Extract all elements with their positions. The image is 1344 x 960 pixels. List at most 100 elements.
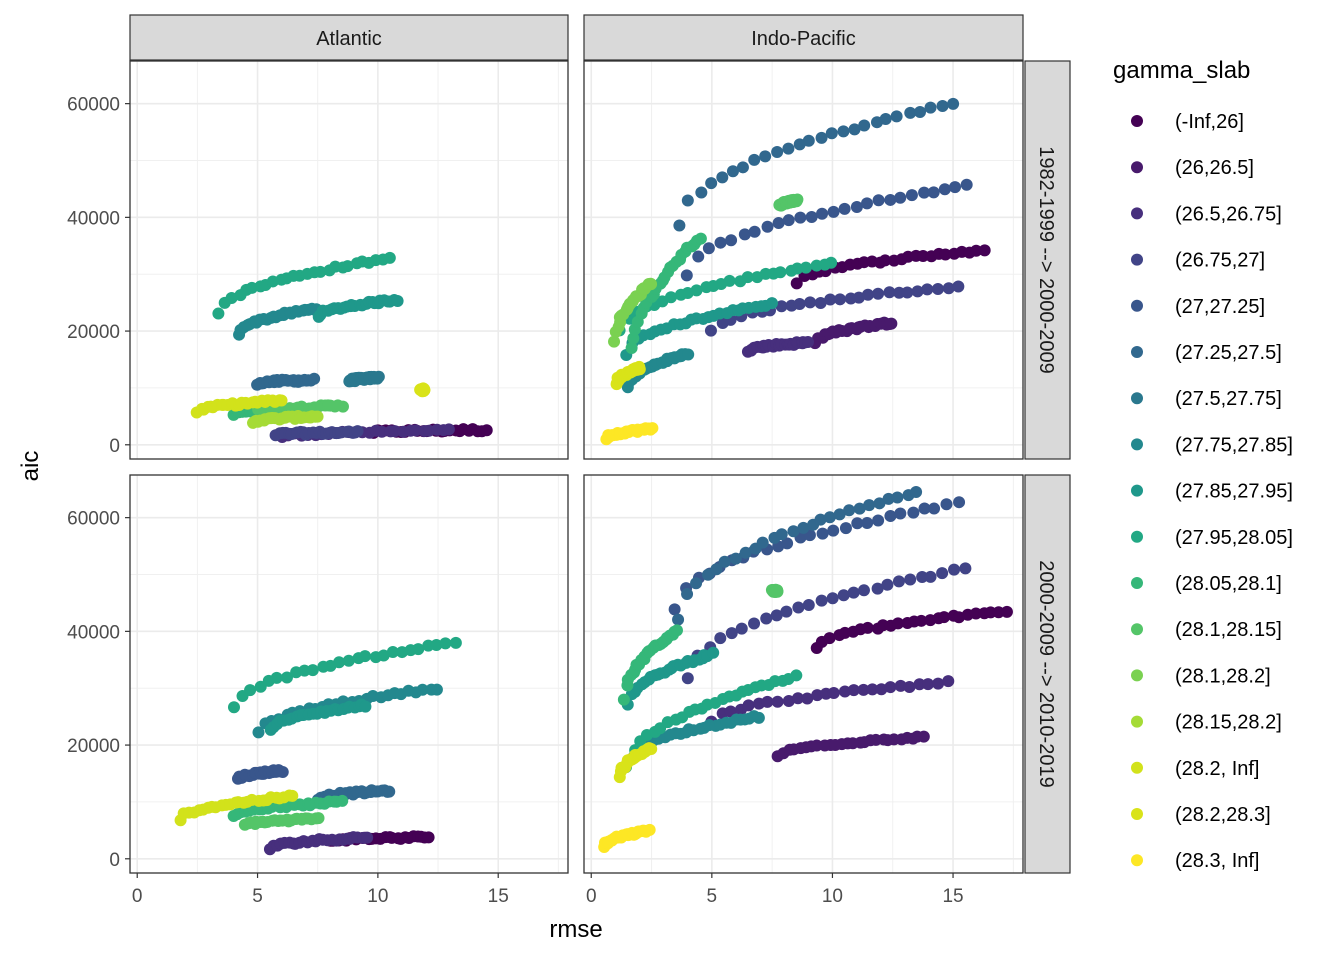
legend-key bbox=[1131, 207, 1143, 220]
data-point bbox=[802, 134, 815, 147]
data-point bbox=[386, 646, 399, 659]
y-tick-label: 40000 bbox=[67, 622, 120, 643]
strip-col-indo-pacific bbox=[583, 14, 1024, 61]
y-tick-label: 60000 bbox=[67, 509, 120, 530]
data-point bbox=[702, 242, 715, 255]
data-point bbox=[959, 562, 972, 575]
panel-1 bbox=[583, 60, 1024, 460]
data-point bbox=[710, 563, 723, 576]
data-point bbox=[839, 522, 852, 535]
y-tick-label: 40000 bbox=[67, 208, 120, 229]
data-point bbox=[725, 234, 738, 247]
data-point bbox=[690, 577, 703, 590]
panel-border bbox=[583, 60, 1024, 460]
legend-key bbox=[1131, 623, 1143, 636]
data-point bbox=[825, 127, 838, 140]
data-point bbox=[748, 153, 761, 166]
strip-row-period-2 bbox=[1024, 474, 1071, 874]
data-point bbox=[645, 743, 658, 756]
data-point bbox=[834, 293, 847, 306]
panel-border bbox=[583, 474, 1024, 874]
data-point bbox=[275, 394, 288, 407]
data-point bbox=[894, 191, 907, 204]
x-axis-title: rmse bbox=[549, 916, 602, 943]
data-point bbox=[752, 711, 765, 724]
data-point bbox=[907, 506, 920, 519]
data-point bbox=[924, 570, 937, 583]
data-point bbox=[716, 171, 729, 184]
data-point bbox=[884, 509, 897, 522]
data-point bbox=[782, 214, 795, 227]
legend-label: (28.2,28.3] bbox=[1175, 804, 1271, 826]
data-point bbox=[664, 291, 677, 304]
legend-item: (27.75,27.85] bbox=[1131, 434, 1293, 456]
legend-item: (26.75,27] bbox=[1131, 250, 1265, 272]
data-point bbox=[377, 649, 390, 662]
data-point bbox=[342, 654, 355, 667]
data-point bbox=[891, 491, 904, 504]
data-point bbox=[875, 683, 888, 696]
data-point bbox=[375, 425, 388, 438]
x-tick-label: 15 bbox=[942, 886, 963, 907]
data-point bbox=[694, 232, 707, 245]
legend-label: (27.95,28.05] bbox=[1175, 527, 1293, 549]
data-point bbox=[843, 504, 856, 517]
legend-key bbox=[1131, 346, 1143, 358]
data-point bbox=[904, 106, 917, 119]
data-point bbox=[791, 262, 804, 275]
data-point bbox=[714, 236, 727, 249]
data-point bbox=[672, 613, 685, 626]
data-point bbox=[748, 225, 761, 238]
data-point bbox=[791, 692, 804, 705]
legend-item: (27.5,27.75] bbox=[1131, 388, 1282, 410]
data-point bbox=[825, 256, 838, 269]
data-point bbox=[704, 324, 717, 337]
panels: 0 20000 40000 60000 0 20000 40000 60000 0 5 10 15 0 5… bbox=[67, 60, 1024, 907]
data-point bbox=[850, 200, 863, 213]
x-tick-label: 10 bbox=[367, 886, 388, 907]
data-point bbox=[787, 525, 800, 538]
panel-background bbox=[130, 61, 568, 459]
data-point bbox=[449, 636, 462, 649]
legend-label: (26.5,26.75] bbox=[1175, 203, 1282, 225]
data-point bbox=[948, 563, 961, 576]
data-point bbox=[801, 336, 814, 349]
data-point bbox=[872, 287, 885, 300]
data-point bbox=[735, 622, 748, 635]
x-tick-label: 0 bbox=[132, 886, 143, 907]
legend-label: (28.1,28.2] bbox=[1175, 665, 1271, 687]
strip-label-indo-pacific: Indo-Pacific bbox=[751, 28, 856, 50]
data-point bbox=[960, 178, 973, 191]
data-point bbox=[815, 594, 828, 607]
legend-key bbox=[1131, 577, 1143, 589]
data-point bbox=[633, 360, 646, 373]
legend: (-Inf,26] (26,26.5] (26.5,26.75] (26.75,27]… bbox=[1131, 111, 1293, 872]
data-point bbox=[341, 260, 354, 273]
data-point bbox=[799, 261, 812, 274]
data-point bbox=[714, 632, 727, 645]
data-point bbox=[881, 578, 894, 591]
legend-key bbox=[1131, 669, 1143, 682]
data-point bbox=[270, 671, 283, 684]
data-point bbox=[646, 422, 659, 435]
data-point bbox=[827, 687, 840, 700]
data-point bbox=[782, 695, 795, 708]
legend-key bbox=[1131, 438, 1143, 451]
data-point bbox=[857, 584, 870, 597]
data-point bbox=[418, 384, 431, 397]
data-point bbox=[857, 683, 870, 696]
legend-key bbox=[1131, 715, 1143, 728]
data-point bbox=[286, 789, 299, 802]
legend-key bbox=[1131, 808, 1143, 820]
data-point bbox=[726, 165, 739, 178]
legend-key bbox=[1131, 530, 1143, 543]
data-point bbox=[938, 611, 951, 624]
data-point bbox=[879, 254, 892, 267]
data-point bbox=[917, 730, 930, 743]
data-point bbox=[892, 575, 905, 588]
legend-key bbox=[1131, 392, 1143, 405]
data-point bbox=[439, 637, 452, 650]
data-point bbox=[903, 681, 916, 694]
data-point bbox=[872, 514, 885, 527]
